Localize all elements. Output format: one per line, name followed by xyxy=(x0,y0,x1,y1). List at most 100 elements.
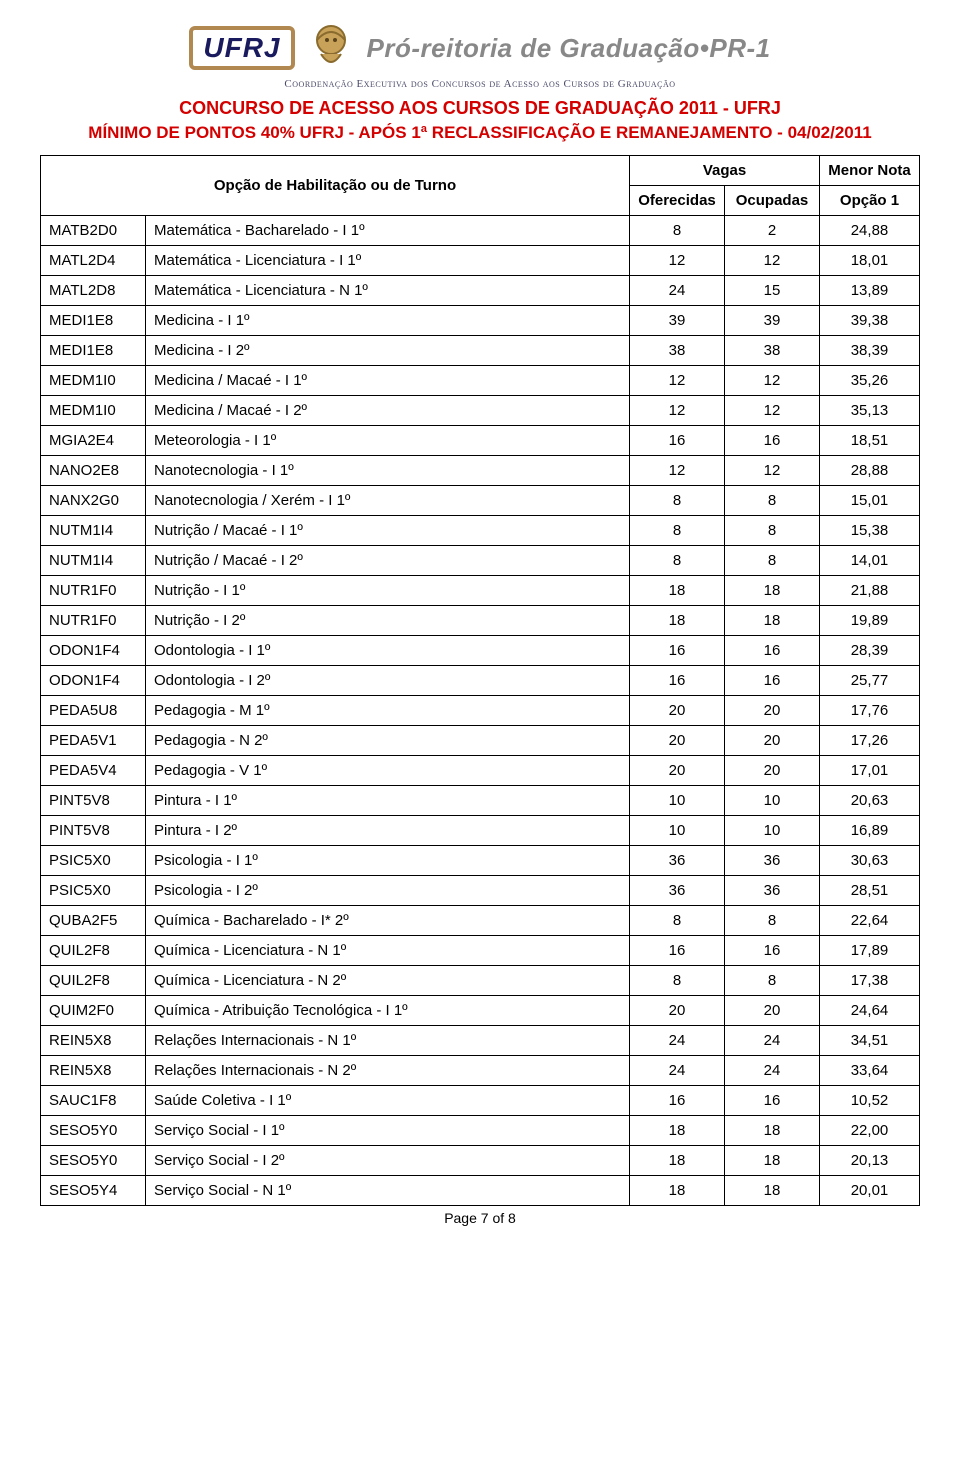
grad-title: Pró-reitoria de Graduação•PR-1 xyxy=(367,33,771,64)
cell-ocupadas: 38 xyxy=(725,336,820,366)
table-row: NANX2G0Nanotecnologia / Xerém - I 1º8815… xyxy=(41,486,920,516)
th-opcao1: Opção 1 xyxy=(820,186,920,216)
table-row: PEDA5U8Pedagogia - M 1º202017,76 xyxy=(41,696,920,726)
cell-nota: 15,01 xyxy=(820,486,920,516)
cell-desc: Serviço Social - I 2º xyxy=(146,1146,630,1176)
cell-code: MEDI1E8 xyxy=(41,336,146,366)
table-row: ODON1F4Odontologia - I 1º161628,39 xyxy=(41,636,920,666)
cell-nota: 25,77 xyxy=(820,666,920,696)
table-head: Opção de Habilitação ou de Turno Vagas M… xyxy=(41,156,920,216)
table-row: SESO5Y0Serviço Social - I 1º181822,00 xyxy=(41,1116,920,1146)
cell-oferecidas: 8 xyxy=(630,906,725,936)
cell-desc: Pedagogia - V 1º xyxy=(146,756,630,786)
cell-oferecidas: 16 xyxy=(630,1086,725,1116)
cell-oferecidas: 18 xyxy=(630,1146,725,1176)
cell-oferecidas: 16 xyxy=(630,636,725,666)
cell-nota: 33,64 xyxy=(820,1056,920,1086)
minerva-icon xyxy=(307,20,355,76)
cell-code: MGIA2E4 xyxy=(41,426,146,456)
cell-desc: Psicologia - I 2º xyxy=(146,876,630,906)
cell-desc: Psicologia - I 1º xyxy=(146,846,630,876)
cell-oferecidas: 24 xyxy=(630,1056,725,1086)
cell-ocupadas: 8 xyxy=(725,966,820,996)
cell-nota: 18,01 xyxy=(820,246,920,276)
cell-desc: Medicina - I 1º xyxy=(146,306,630,336)
cell-code: MATL2D4 xyxy=(41,246,146,276)
cell-desc: Nutrição - I 2º xyxy=(146,606,630,636)
cell-nota: 20,01 xyxy=(820,1176,920,1206)
cell-code: MEDM1I0 xyxy=(41,396,146,426)
cell-oferecidas: 20 xyxy=(630,756,725,786)
cell-ocupadas: 8 xyxy=(725,546,820,576)
cell-oferecidas: 24 xyxy=(630,1026,725,1056)
cell-code: PINT5V8 xyxy=(41,816,146,846)
cell-desc: Odontologia - I 2º xyxy=(146,666,630,696)
cell-code: REIN5X8 xyxy=(41,1026,146,1056)
table-row: QUIM2F0Química - Atribuição Tecnológica … xyxy=(41,996,920,1026)
cell-code: QUIM2F0 xyxy=(41,996,146,1026)
cell-desc: Nutrição / Macaé - I 1º xyxy=(146,516,630,546)
cell-oferecidas: 20 xyxy=(630,726,725,756)
cell-desc: Química - Bacharelado - I* 2º xyxy=(146,906,630,936)
cell-nota: 22,00 xyxy=(820,1116,920,1146)
cell-desc: Nanotecnologia / Xerém - I 1º xyxy=(146,486,630,516)
page: UFRJ Pró-reitoria de Graduação•PR-1 Coor… xyxy=(0,0,960,1246)
cell-code: ODON1F4 xyxy=(41,666,146,696)
cell-ocupadas: 24 xyxy=(725,1056,820,1086)
cell-code: NUTM1I4 xyxy=(41,546,146,576)
table-row: MEDI1E8Medicina - I 2º383838,39 xyxy=(41,336,920,366)
cell-desc: Medicina / Macaé - I 1º xyxy=(146,366,630,396)
cell-code: SAUC1F8 xyxy=(41,1086,146,1116)
cell-nota: 21,88 xyxy=(820,576,920,606)
cell-desc: Serviço Social - N 1º xyxy=(146,1176,630,1206)
cell-nota: 35,13 xyxy=(820,396,920,426)
cell-code: QUIL2F8 xyxy=(41,936,146,966)
table-row: SAUC1F8Saúde Coletiva - I 1º161610,52 xyxy=(41,1086,920,1116)
cell-oferecidas: 24 xyxy=(630,276,725,306)
cell-ocupadas: 20 xyxy=(725,696,820,726)
cell-ocupadas: 16 xyxy=(725,1086,820,1116)
table-row: QUIL2F8Química - Licenciatura - N 1º1616… xyxy=(41,936,920,966)
cell-desc: Nutrição - I 1º xyxy=(146,576,630,606)
cell-code: NUTR1F0 xyxy=(41,576,146,606)
cell-ocupadas: 12 xyxy=(725,456,820,486)
th-opcao: Opção de Habilitação ou de Turno xyxy=(41,156,630,216)
cell-nota: 39,38 xyxy=(820,306,920,336)
cell-oferecidas: 16 xyxy=(630,426,725,456)
cell-nota: 20,13 xyxy=(820,1146,920,1176)
cell-oferecidas: 20 xyxy=(630,996,725,1026)
cell-nota: 17,76 xyxy=(820,696,920,726)
cell-code: QUIL2F8 xyxy=(41,966,146,996)
cell-nota: 17,38 xyxy=(820,966,920,996)
cell-ocupadas: 16 xyxy=(725,636,820,666)
table-row: PINT5V8Pintura - I 2º101016,89 xyxy=(41,816,920,846)
cell-ocupadas: 10 xyxy=(725,786,820,816)
table-row: MATL2D4Matemática - Licenciatura - I 1º1… xyxy=(41,246,920,276)
table-row: SESO5Y0Serviço Social - I 2º181820,13 xyxy=(41,1146,920,1176)
table-row: MATB2D0Matemática - Bacharelado - I 1º82… xyxy=(41,216,920,246)
cell-nota: 17,89 xyxy=(820,936,920,966)
cell-desc: Matemática - Bacharelado - I 1º xyxy=(146,216,630,246)
cell-ocupadas: 24 xyxy=(725,1026,820,1056)
cell-ocupadas: 39 xyxy=(725,306,820,336)
cell-desc: Odontologia - I 1º xyxy=(146,636,630,666)
table-row: SESO5Y4Serviço Social - N 1º181820,01 xyxy=(41,1176,920,1206)
cell-desc: Medicina - I 2º xyxy=(146,336,630,366)
cell-desc: Pedagogia - M 1º xyxy=(146,696,630,726)
cell-ocupadas: 18 xyxy=(725,1176,820,1206)
cell-code: MATL2D8 xyxy=(41,276,146,306)
table-row: ODON1F4Odontologia - I 2º161625,77 xyxy=(41,666,920,696)
cell-code: NANX2G0 xyxy=(41,486,146,516)
cell-code: ODON1F4 xyxy=(41,636,146,666)
table-row: NUTM1I4Nutrição / Macaé - I 1º8815,38 xyxy=(41,516,920,546)
cell-desc: Matemática - Licenciatura - N 1º xyxy=(146,276,630,306)
table-row: PSIC5X0Psicologia - I 1º363630,63 xyxy=(41,846,920,876)
cell-code: NUTR1F0 xyxy=(41,606,146,636)
cell-ocupadas: 16 xyxy=(725,426,820,456)
cell-ocupadas: 12 xyxy=(725,366,820,396)
th-oferecidas: Oferecidas xyxy=(630,186,725,216)
cell-oferecidas: 8 xyxy=(630,966,725,996)
page-footer: Page 7 of 8 xyxy=(40,1210,920,1226)
cell-desc: Nanotecnologia - I 1º xyxy=(146,456,630,486)
table-row: REIN5X8Relações Internacionais - N 2º242… xyxy=(41,1056,920,1086)
